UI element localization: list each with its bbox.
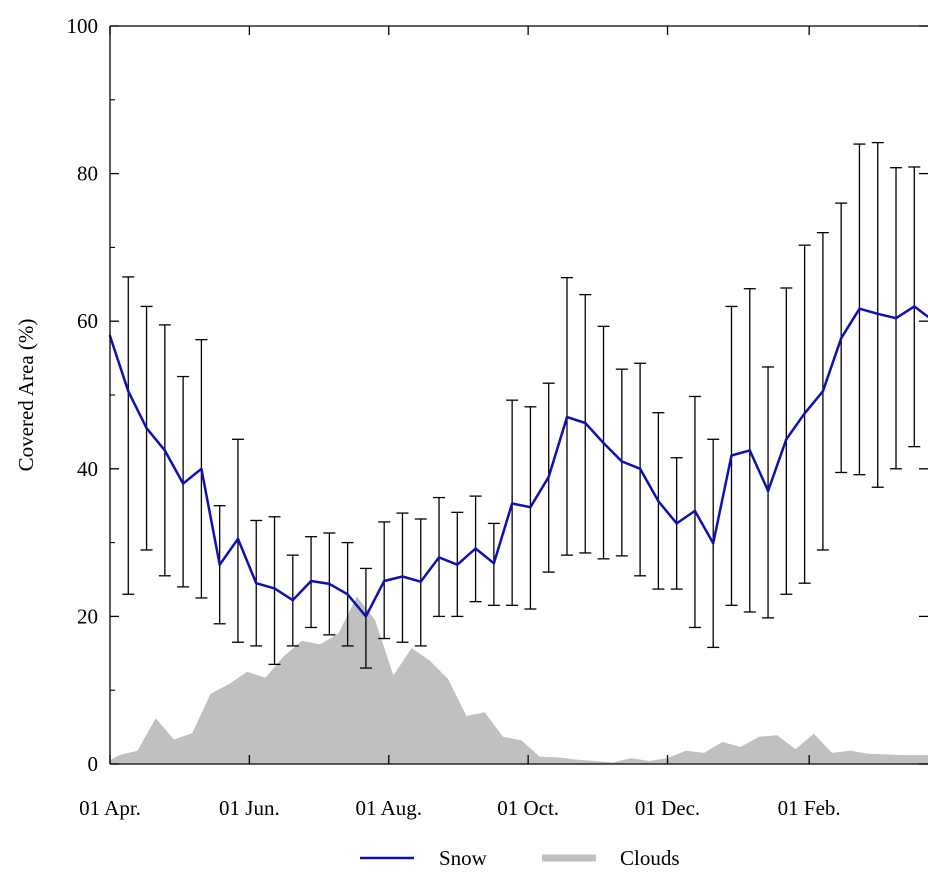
snow-point — [748, 449, 751, 452]
x-tick-label: 01 Jun. — [219, 796, 280, 820]
snow-point — [255, 581, 258, 585]
snow-point — [218, 563, 221, 566]
snow-point — [236, 537, 240, 541]
snow-point — [437, 556, 441, 559]
snow-point — [620, 460, 624, 463]
legend-clouds-label: Clouds — [620, 846, 680, 870]
snow-point — [712, 542, 715, 545]
snow-point — [291, 598, 294, 602]
snow-point — [200, 467, 203, 470]
y-tick-label: 20 — [77, 604, 98, 628]
snow-point — [474, 547, 477, 550]
snow-point — [821, 390, 825, 393]
x-tick-label: 01 Dec. — [635, 796, 700, 820]
snow-point — [766, 489, 770, 493]
snow-point — [273, 587, 276, 590]
snow-line-layer — [108, 305, 928, 618]
snow-point — [693, 509, 697, 513]
clouds-area — [110, 596, 928, 764]
y-axis: 0 20 40 60 80 100 — [67, 14, 928, 776]
snow-point — [675, 522, 678, 525]
x-axis: 01 Apr. 01 Jun. 01 Aug. 01 Oct. 01 Dec. 01 Fe… — [79, 26, 841, 820]
snow-point — [529, 505, 532, 509]
snow-point — [492, 562, 496, 565]
snow-point — [839, 336, 843, 340]
snow-point — [803, 412, 806, 415]
snow-error-bar — [762, 366, 775, 619]
snow-point — [602, 441, 605, 445]
snow-error-bar — [268, 516, 281, 666]
plot-frame — [109, 25, 928, 765]
snow-error-bar — [122, 276, 135, 595]
snow-point — [565, 415, 569, 419]
snow-point — [730, 454, 733, 457]
snow-point — [309, 579, 313, 583]
y-tick-label: 80 — [77, 162, 98, 186]
snow-line — [108, 305, 928, 618]
snow-point — [657, 500, 660, 503]
x-tick-label: 01 Oct. — [497, 796, 559, 820]
snow-point — [638, 467, 642, 470]
x-tick-label: 01 Feb. — [778, 796, 841, 820]
snow-point — [163, 449, 167, 452]
snow-error-bar — [359, 567, 372, 669]
clouds-area-layer — [110, 596, 928, 764]
snow-point — [419, 580, 422, 583]
y-tick-label: 100 — [67, 14, 99, 38]
snow-point — [584, 421, 587, 425]
snow-point — [913, 305, 916, 308]
snow-point — [876, 312, 879, 316]
snow-point — [401, 575, 404, 578]
y-tick-label: 60 — [77, 309, 98, 333]
y-tick-label: 40 — [77, 457, 98, 481]
snow-point — [382, 579, 386, 583]
y-axis-title: Covered Area (%) — [14, 319, 38, 472]
snow-point — [894, 317, 898, 320]
snow-point — [181, 482, 185, 485]
legend: Snow Clouds — [360, 846, 680, 870]
snow-point — [456, 563, 459, 566]
x-tick-label: 01 Aug. — [356, 796, 423, 820]
snow-point — [127, 390, 130, 393]
snow-point — [346, 593, 349, 596]
snow-point — [364, 615, 368, 618]
snow-point — [510, 502, 514, 505]
legend-snow-label: Snow — [439, 846, 488, 870]
y-tick-label: 0 — [88, 752, 99, 776]
snow-point — [145, 427, 148, 430]
snow-point — [858, 307, 861, 310]
snow-error-bars — [122, 141, 921, 669]
snow-point — [328, 582, 331, 586]
snow-point — [547, 475, 550, 479]
snow-point — [785, 438, 788, 441]
x-tick-label: 01 Apr. — [79, 796, 141, 820]
